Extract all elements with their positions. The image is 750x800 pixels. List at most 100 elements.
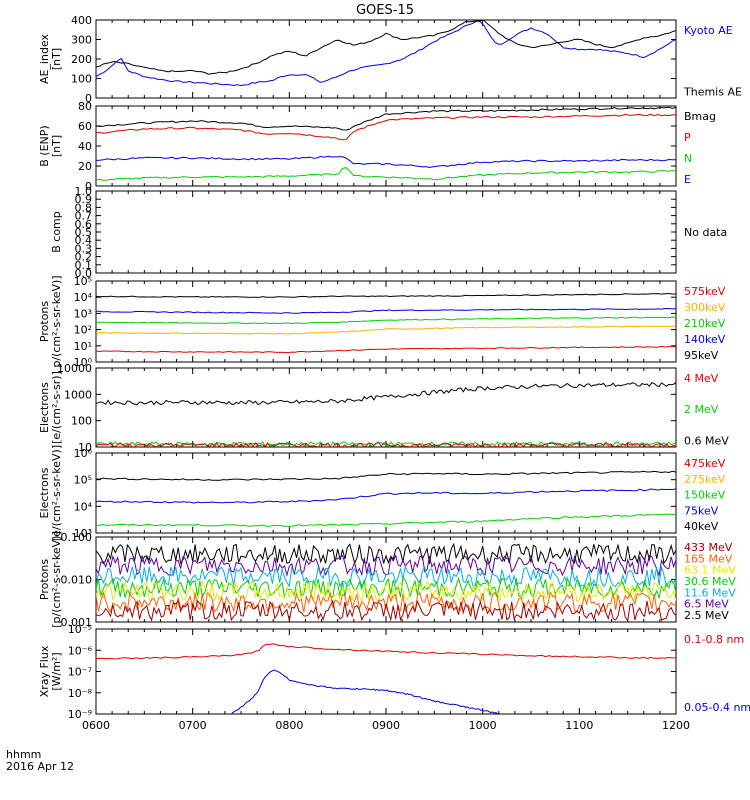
legend-entry: Themis AE	[683, 85, 742, 98]
panel-frame	[95, 105, 677, 187]
series-group	[96, 643, 676, 714]
legend-entry: 0.1-0.8 nm	[684, 633, 744, 646]
legend-entry: 300keV	[684, 301, 726, 314]
panel-electrons1: 10 100 1000 10000 Electrons [e/(cm²-s-sr)] 4 M…	[38, 362, 729, 454]
x-tick-label: 0600	[82, 719, 110, 732]
y-tick-label: 0	[85, 180, 92, 193]
y-tick-label: 0.100	[61, 531, 93, 544]
y-tick-label: 400	[71, 14, 92, 27]
y-tick-label: 10	[78, 441, 92, 454]
series-line	[96, 167, 676, 181]
x-tick-label: 0700	[179, 719, 207, 732]
series-line	[96, 542, 676, 565]
y-tick-label: 0.9	[75, 193, 93, 206]
legend-entry: No data	[684, 226, 727, 239]
series-group	[96, 20, 676, 87]
y-axis-label: [e/(cm²-s-sr)]	[50, 371, 63, 444]
legend-entry: 475keV	[684, 457, 726, 470]
panel-frame	[95, 19, 677, 99]
y-tick-label: 10⁻⁵	[68, 623, 92, 636]
series-line	[96, 106, 676, 131]
series-line	[96, 113, 676, 141]
series-line	[96, 316, 676, 325]
y-tick-label: 0.4	[75, 234, 93, 247]
legend-entry: 575keV	[684, 285, 726, 298]
y-axis-label: [nT]	[50, 135, 63, 157]
legend-entry: E	[684, 173, 691, 186]
y-axis-label: Xray Flux	[38, 645, 51, 697]
date-label: 2016 Apr 12	[6, 760, 74, 773]
series-group	[96, 470, 676, 527]
series-line	[96, 590, 676, 614]
series-line	[96, 325, 676, 335]
series-line	[96, 488, 676, 504]
series-line	[96, 20, 676, 87]
series-line	[96, 599, 676, 622]
panel-bfield: 0 20 40 60 80 B (ENP) [nT] Bmag PNE	[38, 100, 716, 193]
legend-entry: P	[684, 131, 691, 144]
series-line	[96, 20, 676, 75]
legend-entry: 433 MeV	[684, 541, 733, 554]
legend-entry: 165 MeV	[684, 552, 733, 565]
y-axis-label: AE_index	[38, 33, 51, 84]
y-tick-label: 10⁻⁸	[68, 687, 93, 700]
legend-entry: Kyoto AE	[684, 24, 733, 37]
legend-entry: 95keV	[684, 349, 719, 362]
y-axis-label: B (ENP)	[38, 125, 51, 166]
legend-entry: 0.05-0.4 nm	[684, 701, 750, 714]
series-group	[96, 381, 676, 447]
series-line	[96, 513, 676, 527]
x-tick-label: 0800	[275, 719, 303, 732]
series-line	[96, 470, 676, 481]
y-tick-label: 0.5	[75, 226, 93, 239]
y-tick-label: 10⁻⁷	[68, 666, 92, 679]
legend-entry: 4 MeV	[684, 372, 719, 385]
y-tick-label: 20	[78, 160, 92, 173]
series-group	[96, 542, 676, 622]
legend-entry: 275keV	[684, 473, 726, 486]
panel-electrons2: 10³ 10⁴ 10⁵ 10⁶ Electrons [e/(cm²-s-sr-keV)] 4…	[38, 445, 726, 541]
series-line	[96, 292, 676, 298]
y-tick-label: 0.6	[75, 218, 93, 231]
legend-entry: 40keV	[684, 520, 719, 533]
series-line	[230, 669, 500, 714]
y-tick-label: 60	[78, 120, 92, 133]
y-tick-label: 0.010	[61, 574, 93, 587]
y-tick-label: 0.0	[75, 267, 93, 280]
y-tick-label: 0	[85, 92, 92, 105]
legend-entry: 11.6 MeV	[684, 586, 736, 599]
y-tick-label: 10⁴	[74, 291, 93, 304]
legend-entry: 150keV	[684, 489, 726, 502]
series-line	[96, 345, 676, 354]
y-tick-label: 0.001	[61, 616, 93, 629]
y-tick-label: 0.7	[75, 210, 93, 223]
legend-entry: 140keV	[684, 333, 726, 346]
y-axis-label: [e/(cm²-s-sr-keV)]	[50, 445, 63, 541]
y-tick-label: 10⁰	[74, 356, 93, 369]
y-tick-label: 10⁻⁹	[68, 708, 92, 721]
y-tick-label: 300	[71, 34, 92, 47]
y-tick-label: 10⁵	[74, 275, 92, 288]
y-tick-label: 10²	[74, 324, 92, 337]
y-tick-label: 10¹	[74, 340, 92, 353]
y-tick-label: 0.3	[75, 242, 93, 255]
y-tick-label: 10³	[74, 307, 92, 320]
y-tick-label: 10⁴	[74, 500, 93, 513]
panel-xray: 10⁻⁹ 10⁻⁸ 10⁻⁷ 10⁻⁶ 10⁻⁵ Xray Flux [W/m²] 0.1-0…	[38, 623, 750, 721]
y-tick-label: 10⁵	[74, 474, 92, 487]
panel-bcomp: 0.00.10.20.30.40.50.60.70.80.91.0 B comp N…	[50, 185, 727, 280]
legend-entry: Bmag	[684, 110, 716, 123]
series-line	[96, 565, 676, 588]
series-line	[96, 442, 676, 447]
y-tick-label: 40	[78, 140, 92, 153]
figure-title: GOES-15	[356, 3, 414, 18]
series-line	[96, 576, 676, 600]
series-line	[96, 155, 676, 169]
legend-entry: N	[684, 152, 692, 165]
y-axis-label: p/(cm²-s-sr-keV)]	[50, 275, 63, 367]
panel-frame	[95, 190, 677, 274]
panel-protons2: 0.001 0.010 0.100 Protons [p/(cm²-s-sr-keV)]…	[38, 531, 736, 629]
legend-entry: 6.5 MeV	[684, 598, 729, 611]
panel-frame	[95, 367, 677, 448]
x-tick-label: 1000	[469, 719, 497, 732]
